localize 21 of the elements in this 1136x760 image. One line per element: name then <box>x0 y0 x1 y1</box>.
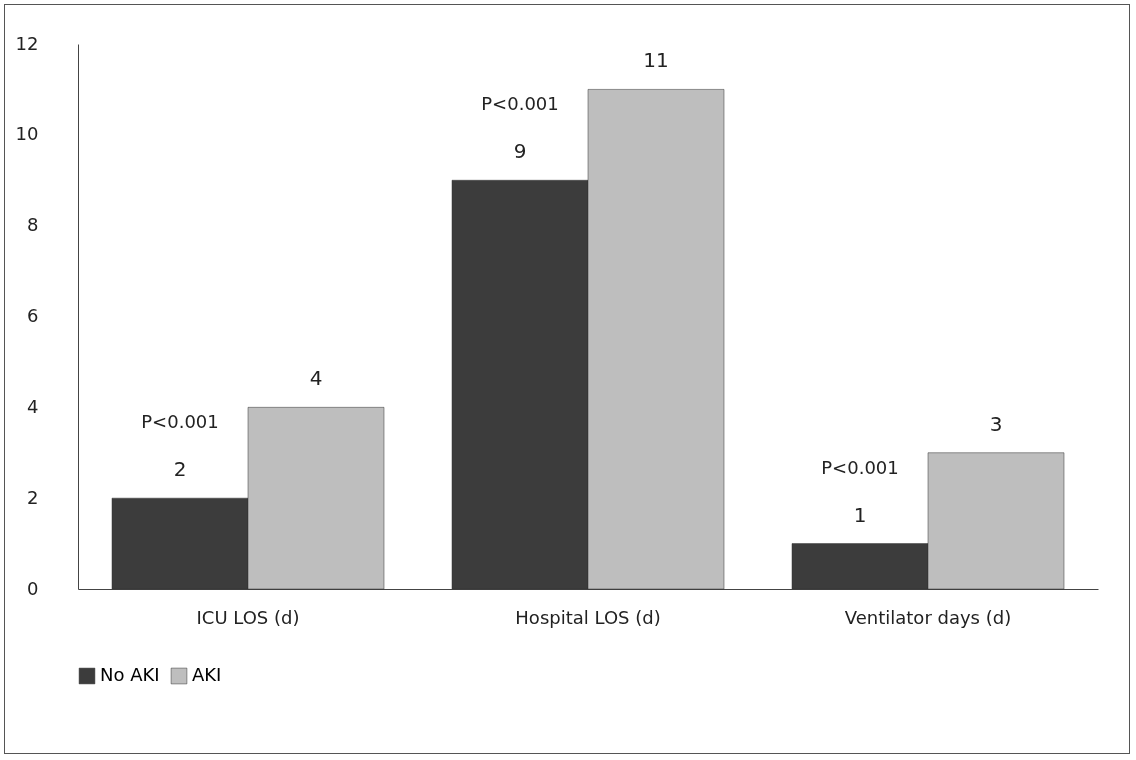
annotation: P<0.001 <box>141 411 219 433</box>
data-label: 11 <box>643 48 669 73</box>
x-tick-label: ICU LOS (d) <box>196 606 300 628</box>
data-label: 9 <box>513 139 527 164</box>
y-tick-label: 4 <box>27 395 39 417</box>
x-tick-label: Ventilator days (d) <box>844 606 1012 628</box>
y-tick-label: 6 <box>27 305 39 326</box>
data-label: 4 <box>309 366 323 391</box>
data-label: 1 <box>853 502 867 527</box>
x-tick-label: Hospital LOS (d) <box>515 606 661 628</box>
y-tick-label: 2 <box>27 486 39 508</box>
annotation: P<0.001 <box>821 456 899 478</box>
data-label: 3 <box>989 411 1003 436</box>
legend-label: No AKI <box>100 664 160 685</box>
y-tick-label: 8 <box>27 214 39 236</box>
y-tick-label: 12 <box>15 32 39 54</box>
legend-label: AKI <box>192 664 222 685</box>
y-tick-label: 10 <box>15 123 39 145</box>
data-label: 2 <box>173 457 187 482</box>
annotation: P<0.001 <box>481 93 559 115</box>
y-tick-label: 0 <box>27 577 39 599</box>
